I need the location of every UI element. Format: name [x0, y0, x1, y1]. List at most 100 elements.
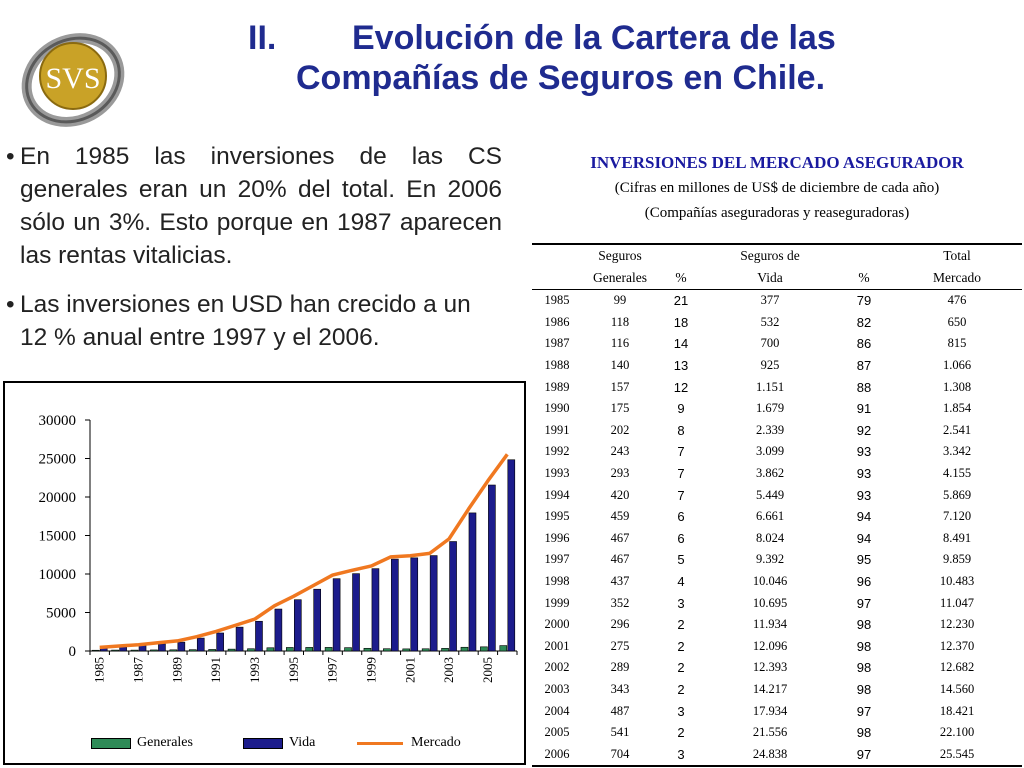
- bar-generales: [285, 647, 294, 652]
- bar-generales: [188, 649, 197, 652]
- table-row: 1989 157 12 1.151 88 1.308: [532, 376, 1022, 398]
- legend-label: Mercado: [411, 735, 461, 750]
- cell-total: 815: [947, 336, 967, 351]
- cell-year: 2004: [544, 703, 570, 718]
- bar-generales: [111, 649, 119, 652]
- bar-vida: [391, 558, 399, 652]
- x-tick-label: 1991: [208, 657, 223, 683]
- y-tick-label: 10000: [39, 567, 77, 583]
- cell-generales: 202: [610, 422, 630, 437]
- legend-item-generales: Generales: [91, 731, 193, 755]
- cell-generales: 420: [610, 487, 630, 502]
- y-tick-label: 5000: [46, 606, 76, 622]
- table-row: 1990 175 9 1.679 91 1.854: [532, 398, 1022, 420]
- cell-vida: 925: [760, 358, 780, 373]
- cell-total: 5.869: [942, 487, 972, 502]
- chart-svg: 0 5000 10000 15000 20000 25000 30000 1985 1987 19…: [39, 413, 518, 683]
- x-tick-label: 2005: [480, 657, 495, 683]
- x-tick-label: 1993: [247, 657, 262, 683]
- cell-total: 1.066: [942, 358, 972, 373]
- cell-total: 12.682: [939, 660, 975, 675]
- col-header: %: [658, 267, 704, 290]
- bullet-item: • En 1985 las inversiones de las CS gene…: [6, 140, 502, 272]
- cell-generales-pct: 12: [673, 379, 689, 395]
- table-row: 1998 437 4 10.046 96 10.483: [532, 571, 1022, 593]
- bar-generales: [421, 648, 430, 652]
- legend-swatch: [91, 737, 131, 749]
- cell-generales: 275: [610, 638, 630, 653]
- bar-generales: [363, 647, 372, 652]
- cell-generales-pct: 14: [673, 336, 689, 352]
- investment-chart: 0 5000 10000 15000 20000 25000 30000 1985 1987 19…: [3, 381, 526, 765]
- cell-vida-pct: 92: [856, 422, 872, 438]
- cell-vida-pct: 91: [856, 401, 872, 417]
- cell-vida-pct: 82: [856, 314, 872, 330]
- table-subtitle-2: (Compañías aseguradoras y reaseguradoras…: [644, 205, 910, 221]
- cell-generales: 296: [610, 617, 630, 632]
- bar-vida: [255, 620, 263, 652]
- cell-generales: 541: [610, 725, 630, 740]
- title-line2: Compañías de Seguros en Chile.: [296, 59, 826, 97]
- cell-year: 1997: [544, 552, 570, 567]
- x-tick-label: 1995: [286, 657, 301, 683]
- cell-total: 9.859: [942, 552, 972, 567]
- col-header: Mercado: [892, 267, 1022, 290]
- table-row: 2005 541 2 21.556 98 22.100: [532, 722, 1022, 744]
- bar-generales: [324, 647, 333, 652]
- table-row: 1999 352 3 10.695 97 11.047: [532, 592, 1022, 614]
- table-title: INVERSIONES DEL MERCADO ASEGURADOR: [590, 153, 964, 172]
- bar-vida: [177, 641, 186, 652]
- table-row: 1997 467 5 9.392 95 9.859: [532, 549, 1022, 571]
- cell-generales: 99: [613, 293, 627, 308]
- bar-generales: [305, 647, 314, 652]
- col-header-top: Seguros de: [704, 243, 836, 267]
- cell-generales: 116: [610, 336, 630, 351]
- y-tick-label: 25000: [39, 452, 77, 468]
- bar-generales: [344, 647, 352, 652]
- cell-generales: 243: [610, 444, 630, 459]
- cell-year: 1986: [544, 314, 570, 329]
- table-row: 1986 118 18 532 82 650: [532, 312, 1022, 334]
- cell-year: 2003: [544, 681, 570, 696]
- bullet-marker: •: [6, 291, 15, 318]
- cell-generales-pct: 2: [677, 638, 685, 654]
- svs-logo: SVS: [21, 33, 125, 127]
- col-header-top: [532, 243, 582, 267]
- bullet-text: En 1985 las inversiones de las CS genera…: [20, 143, 502, 269]
- x-tick-label: 1985: [92, 657, 107, 683]
- x-tick-label: 1999: [363, 657, 378, 683]
- cell-vida: 12.393: [752, 660, 788, 675]
- cell-vida: 12.096: [752, 638, 788, 653]
- bar-generales: [169, 649, 178, 652]
- bullet-item: • Las inversiones en USD han crecido a u…: [6, 288, 502, 354]
- cell-generales-pct: 8: [677, 422, 685, 438]
- cell-total: 18.421: [939, 703, 975, 718]
- cell-year: 1993: [544, 466, 570, 481]
- cell-vida: 14.217: [752, 681, 788, 696]
- cell-vida-pct: 93: [856, 444, 872, 460]
- cell-vida: 377: [760, 293, 780, 308]
- cell-total: 650: [947, 314, 967, 329]
- cell-vida: 2.339: [755, 422, 785, 437]
- table-row: 2006 704 3 24.838 97 25.545: [532, 743, 1022, 768]
- bar-vida: [158, 643, 166, 652]
- cell-vida-pct: 93: [856, 466, 872, 482]
- cell-generales-pct: 2: [677, 660, 685, 676]
- cell-year: 1992: [544, 444, 570, 459]
- cell-vida: 1.151: [755, 379, 785, 394]
- cell-vida-pct: 98: [856, 638, 872, 654]
- table-header-block: INVERSIONES DEL MERCADO ASEGURADOR (Cifr…: [532, 150, 1022, 226]
- cell-total: 14.560: [939, 681, 975, 696]
- col-header: Vida: [704, 267, 836, 290]
- table-row: 1985 99 21 377 79 476: [532, 290, 1022, 312]
- cell-year: 2000: [544, 617, 570, 632]
- legend-item-mercado: Mercado: [357, 731, 461, 755]
- legend-swatch: [243, 737, 283, 749]
- bar-generales: [150, 649, 158, 652]
- cell-vida-pct: 94: [856, 509, 872, 525]
- bar-vida: [216, 632, 224, 652]
- legend-item-vida: Vida: [243, 731, 315, 755]
- cell-year: 1998: [544, 574, 570, 589]
- cell-vida-pct: 79: [856, 293, 872, 309]
- bar-generales: [499, 645, 508, 652]
